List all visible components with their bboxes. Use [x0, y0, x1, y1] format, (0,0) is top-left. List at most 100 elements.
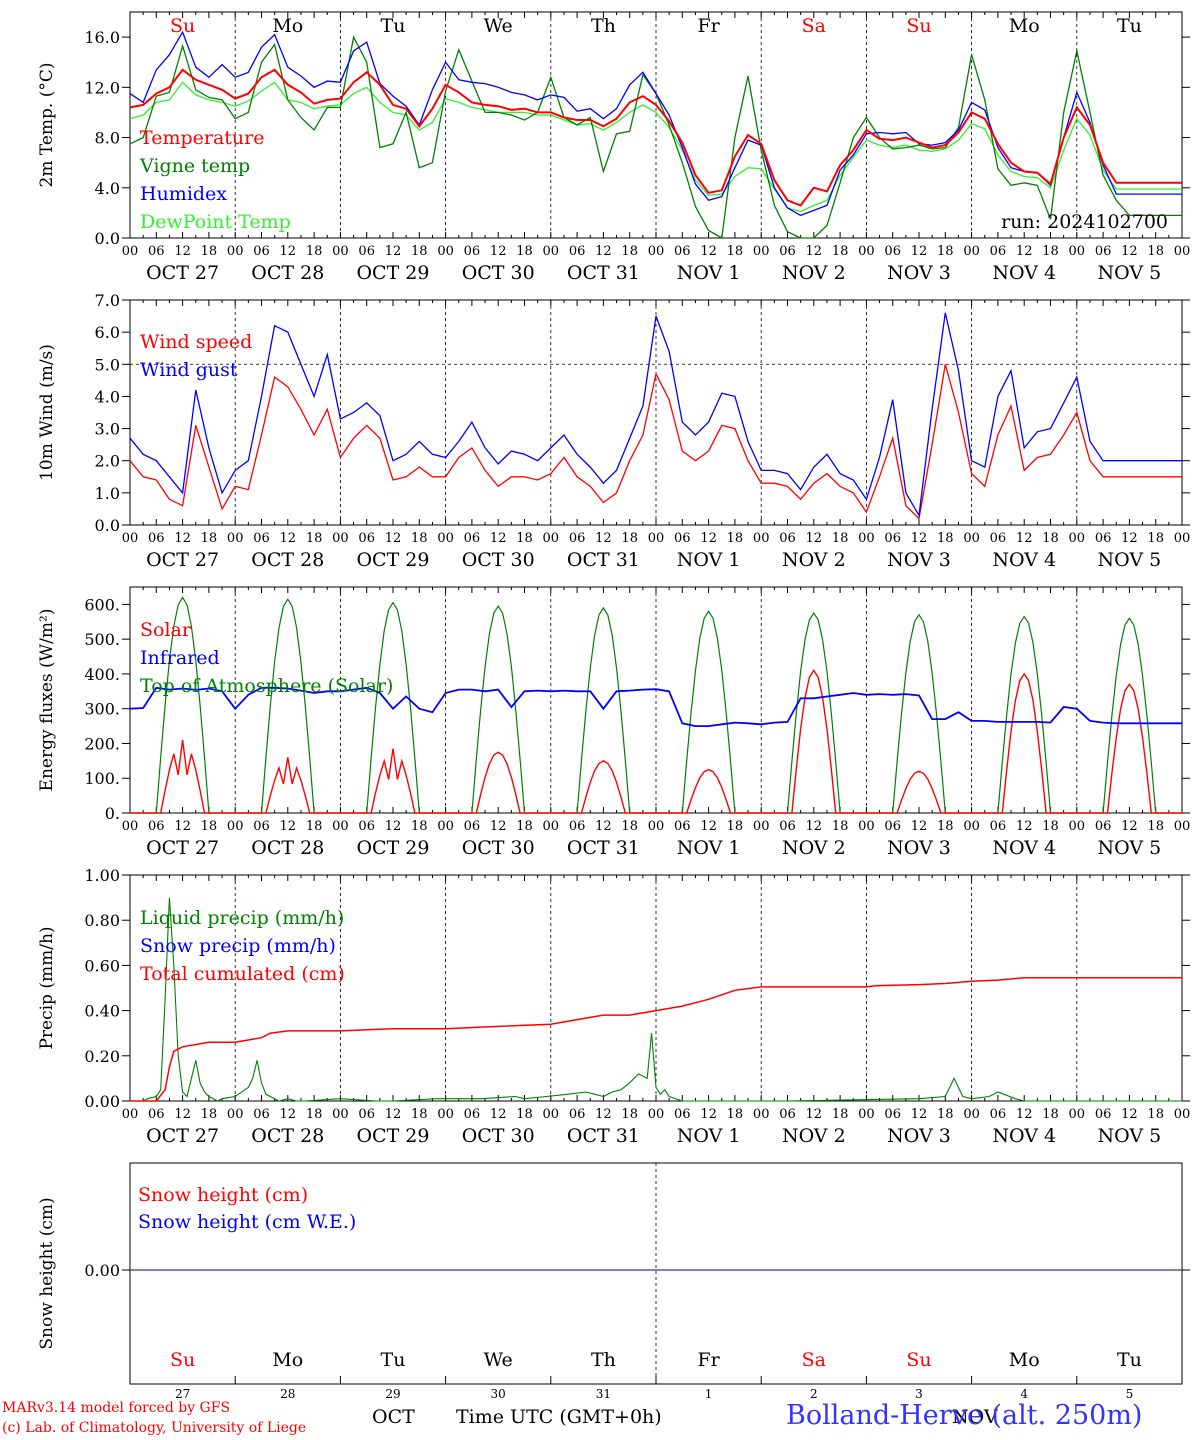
date-label: OCT 31 [567, 837, 640, 859]
hour-label: 00 [437, 244, 454, 259]
hour-label: 00 [437, 1107, 454, 1122]
hour-label: 06 [569, 819, 586, 834]
hour-label: 00 [963, 244, 980, 259]
hour-label: 06 [464, 1107, 481, 1122]
date-label: NOV 3 [887, 262, 951, 284]
hour-label: 18 [832, 531, 849, 546]
y-axis-label: 2m Temp. (°C) [37, 62, 57, 187]
y-tick-label: 0. [105, 804, 120, 823]
hour-label: 18 [937, 244, 954, 259]
hour-label: 12 [1016, 819, 1033, 834]
hour-label: 00 [227, 244, 244, 259]
date-label: OCT 29 [356, 1125, 429, 1147]
hour-label: 12 [595, 531, 612, 546]
y-axis-label: Energy fluxes (W/m²) [37, 609, 57, 792]
y-tick-label: 0.80 [84, 911, 120, 930]
day-number-label: 29 [385, 1387, 400, 1401]
hour-label: 00 [122, 819, 139, 834]
date-label: NOV 5 [1098, 837, 1162, 859]
hour-label: 00 [858, 819, 875, 834]
legend-entry: Total cumulated (cm) [140, 963, 345, 985]
y-tick-label: 400. [84, 665, 120, 684]
hour-label: 12 [490, 819, 507, 834]
station-name: Bolland-Herve (alt. 250m) [786, 1400, 1143, 1431]
hour-label: 00 [858, 244, 875, 259]
hour-label: 00 [753, 244, 770, 259]
hour-label: 18 [306, 531, 323, 546]
hour-label: 12 [174, 244, 191, 259]
hour-label: 06 [779, 244, 796, 259]
hour-label: 06 [1095, 244, 1112, 259]
date-label: OCT 27 [146, 837, 219, 859]
legend-entry: Wind speed [140, 331, 252, 353]
hour-label: 12 [595, 244, 612, 259]
date-label: OCT 30 [462, 837, 535, 859]
y-tick-label: 4.0 [95, 179, 120, 198]
day-number-label: 27 [175, 1387, 190, 1401]
model-credit: MARv3.14 model forced by GFS [2, 1400, 231, 1416]
hour-label: 06 [884, 1107, 901, 1122]
hour-label: 00 [437, 819, 454, 834]
xlabel-month-nov: NOV [952, 1406, 998, 1428]
lab-credit: (c) Lab. of Climatology, University of L… [2, 1420, 307, 1436]
date-label: OCT 29 [356, 837, 429, 859]
hour-label: 18 [516, 1107, 533, 1122]
legend-entry: Snow precip (mm/h) [140, 935, 336, 957]
date-label: NOV 5 [1098, 1125, 1162, 1147]
y-tick-label: 2.0 [95, 452, 120, 471]
hour-label: 00 [753, 531, 770, 546]
day-number-label: 5 [1126, 1387, 1134, 1401]
hour-label: 00 [963, 531, 980, 546]
hour-label: 18 [411, 244, 428, 259]
hour-label: 12 [911, 1107, 928, 1122]
hour-label: 06 [1095, 1107, 1112, 1122]
xlabel-month: OCT [372, 1406, 415, 1428]
day-number-label: 4 [1020, 1387, 1028, 1401]
date-label: OCT 28 [251, 549, 324, 571]
weekday-label: Tu [1117, 15, 1142, 37]
hour-label: 06 [674, 819, 691, 834]
hour-label: 18 [832, 244, 849, 259]
y-tick-label: 1.00 [84, 866, 120, 885]
series-line [129, 364, 1182, 520]
run-annotation: run: 2024102700 [1001, 211, 1168, 233]
hour-label: 18 [727, 531, 744, 546]
date-label: OCT 30 [462, 549, 535, 571]
date-label: NOV 2 [782, 837, 846, 859]
hour-label: 00 [332, 531, 349, 546]
series-line [129, 312, 1182, 518]
hour-label: 06 [148, 244, 165, 259]
hour-label: 18 [1042, 531, 1059, 546]
hour-label: 06 [779, 531, 796, 546]
weekday-label: Th [591, 15, 616, 37]
weekday-label: Mo [1009, 15, 1040, 37]
weekday-label: Sa [802, 1349, 826, 1371]
liquid-precip-line [130, 897, 1182, 1102]
weekday-label: Fr [697, 1349, 720, 1371]
weekday-label: Mo [272, 1349, 303, 1371]
hour-label: 00 [963, 819, 980, 834]
hour-label: 12 [911, 531, 928, 546]
hour-label: 12 [700, 1107, 717, 1122]
hour-label: 18 [516, 819, 533, 834]
hour-label: 12 [1121, 1107, 1138, 1122]
solar-line [130, 669, 1182, 814]
hour-label: 18 [832, 819, 849, 834]
hour-label: 06 [990, 244, 1007, 259]
hour-label: 06 [884, 244, 901, 259]
date-label: NOV 4 [992, 1125, 1056, 1147]
weekday-label: We [484, 1349, 513, 1371]
y-tick-label: 8.0 [95, 129, 120, 148]
hour-label: 06 [253, 1107, 270, 1122]
hour-label: 06 [358, 531, 375, 546]
infrared-line [129, 686, 1182, 727]
hour-label: 00 [1069, 244, 1086, 259]
date-label: NOV 3 [887, 837, 951, 859]
hour-label: 18 [201, 244, 218, 259]
hour-label: 00 [858, 531, 875, 546]
hour-label: 06 [358, 819, 375, 834]
weekday-label: Th [591, 1349, 616, 1371]
legend-entry: Snow height (cm) [138, 1184, 308, 1206]
y-tick-label: 100. [84, 769, 120, 788]
